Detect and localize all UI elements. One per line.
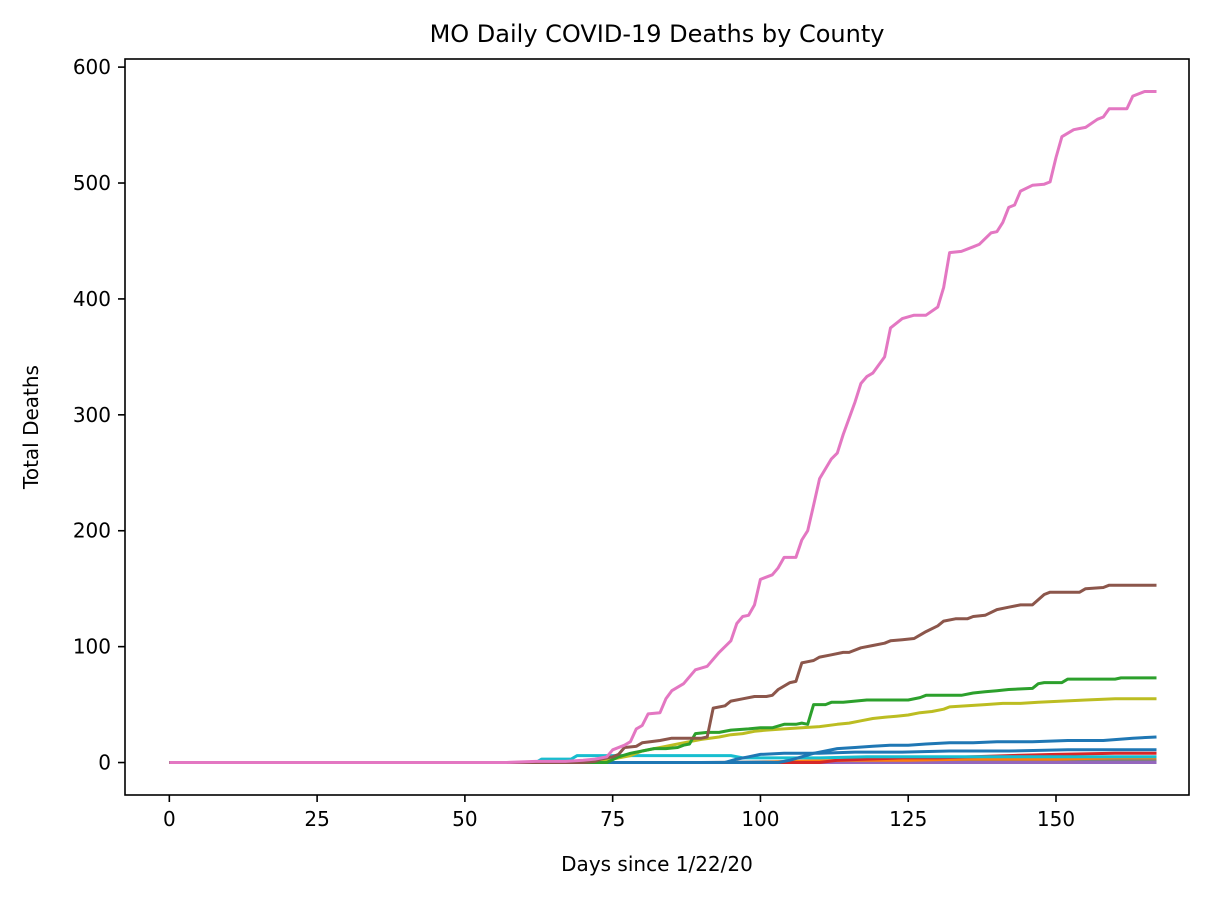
y-tick-label: 300: [73, 403, 111, 427]
x-tick-label: 100: [741, 807, 779, 831]
x-tick-label: 125: [889, 807, 927, 831]
series-lines: [169, 90, 1157, 764]
y-tick-label: 0: [98, 751, 111, 775]
x-tick-label: 25: [304, 807, 329, 831]
series-line-1: [169, 583, 1157, 764]
x-tick-label: 150: [1037, 807, 1075, 831]
series-line-0: [169, 90, 1157, 764]
y-tick-label: 200: [73, 519, 111, 543]
x-axis-title: Days since 1/22/20: [561, 852, 753, 876]
y-axis-ticks: 0 100 200 300 400 500 600: [73, 55, 125, 775]
y-axis-title: Total Deaths: [19, 365, 43, 490]
x-tick-label: 0: [163, 807, 176, 831]
y-tick-label: 100: [73, 635, 111, 659]
x-axis-ticks: 0 25 50 75 100 125 150: [163, 795, 1075, 831]
y-tick-label: 600: [73, 55, 111, 79]
x-tick-label: 50: [452, 807, 477, 831]
series-line-6: [169, 754, 1157, 764]
chart-title: MO Daily COVID-19 Deaths by County: [430, 20, 885, 48]
y-tick-label: 500: [73, 171, 111, 195]
plot-frame: [124, 58, 1190, 796]
y-tick-label: 400: [73, 287, 111, 311]
series-line-2: [169, 676, 1157, 764]
series-line-4: [169, 735, 1157, 764]
x-tick-label: 75: [600, 807, 625, 831]
